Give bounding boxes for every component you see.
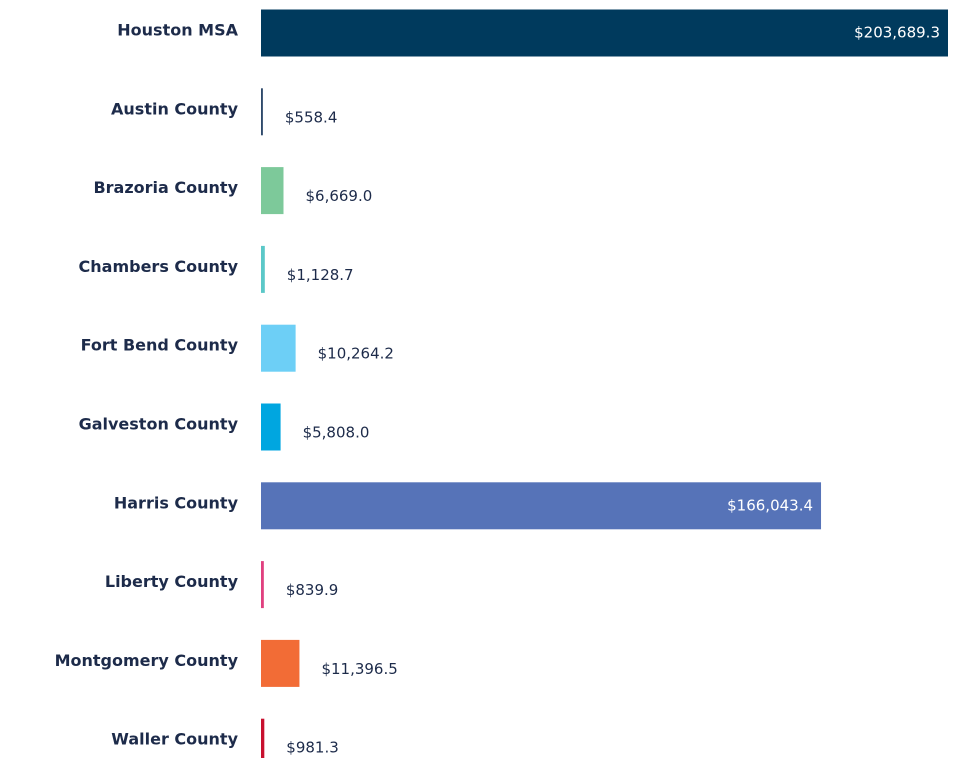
bar — [261, 9, 948, 57]
bar — [261, 88, 263, 136]
category-label: Brazoria County — [93, 178, 238, 197]
value-label: $166,043.4 — [727, 496, 813, 514]
bar — [261, 167, 284, 215]
category-label: Liberty County — [105, 572, 239, 591]
value-label: $1,128.7 — [287, 266, 354, 284]
value-label: $203,689.3 — [854, 24, 940, 42]
category-label: Austin County — [111, 99, 239, 118]
value-label: $839.9 — [286, 581, 339, 599]
category-label: Montgomery County — [55, 651, 239, 670]
value-label: $10,264.2 — [318, 345, 394, 363]
category-label: Waller County — [111, 730, 238, 749]
bar — [261, 718, 265, 758]
bar — [261, 403, 281, 451]
value-label: $6,669.0 — [305, 187, 372, 205]
value-label: $5,808.0 — [303, 424, 370, 442]
category-label: Galveston County — [79, 415, 239, 434]
category-label: Chambers County — [79, 257, 239, 276]
value-label: $981.3 — [286, 739, 339, 757]
category-label: Fort Bend County — [81, 336, 239, 355]
value-label: $11,396.5 — [321, 660, 397, 678]
value-label: $558.4 — [285, 108, 338, 126]
bar — [261, 324, 296, 372]
bar — [261, 639, 300, 687]
category-label: Harris County — [114, 493, 239, 512]
bar — [261, 245, 265, 293]
category-label: Houston MSA — [117, 21, 238, 40]
bar — [261, 561, 264, 609]
bar — [261, 482, 822, 530]
